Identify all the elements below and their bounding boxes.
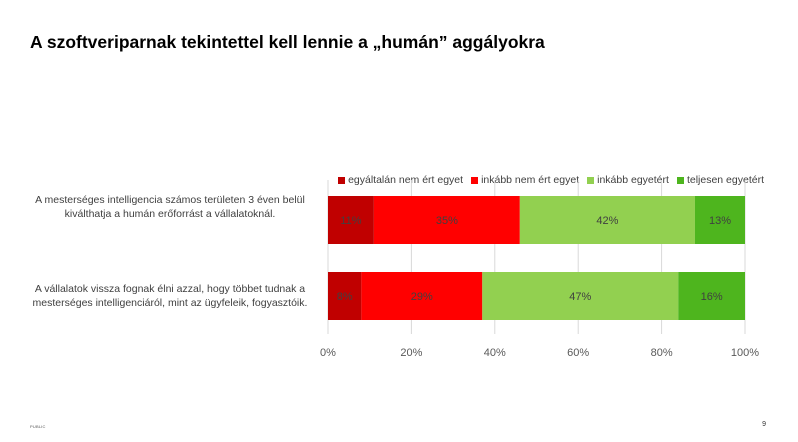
legend-item: inkább nem ért egyet <box>471 174 579 186</box>
legend-swatch <box>587 176 595 184</box>
bar-segment <box>519 196 695 244</box>
data-label: 42% <box>596 215 618 227</box>
bar-segment <box>678 272 745 320</box>
data-label: 29% <box>411 291 433 303</box>
row-label-1-line-1: A mesterséges intelligencia számos terül… <box>35 194 305 206</box>
row-label-2-line-2: mesterséges intelligenciáról, mint az üg… <box>32 297 308 309</box>
row-label-2-line-1: A vállalatok vissza fognak élni azzal, h… <box>34 283 306 295</box>
row-label-1-line-2: kiválthatja a humán erőforrást a vállala… <box>64 208 276 220</box>
x-tick-label: 0% <box>320 347 336 359</box>
x-tick-label: 100% <box>731 347 759 359</box>
x-tick-label: 60% <box>567 347 589 359</box>
data-label: 35% <box>436 215 458 227</box>
legend-label: inkább nem ért egyet <box>481 174 580 186</box>
chart-legend: egyáltalán nem ért egyet inkább nem ért e… <box>318 174 764 186</box>
legend-item: inkább egyetért <box>587 174 669 186</box>
legend-swatch <box>676 176 684 184</box>
x-tick-label: 20% <box>400 347 422 359</box>
bar-segment <box>361 272 483 320</box>
x-tick-label: 40% <box>484 347 506 359</box>
data-label: 8% <box>337 291 353 303</box>
row-label-2: A vállalatok vissza fognak élni azzal, h… <box>20 282 320 310</box>
classification-label: PUBLIC <box>30 424 46 429</box>
data-label: 11% <box>340 215 361 227</box>
bar-segment <box>373 196 520 244</box>
data-label: 47% <box>569 291 591 303</box>
bar-segment <box>328 272 362 320</box>
bar-segment <box>482 272 679 320</box>
bar-segment <box>328 196 374 244</box>
x-tick-label: 80% <box>651 347 673 359</box>
legend-item: teljesen egyetért <box>676 174 764 186</box>
legend-label: teljesen egyetért <box>686 174 764 186</box>
legend-swatch <box>471 176 479 184</box>
legend-label: egyáltalán nem ért egyet <box>348 174 464 186</box>
data-label: 13% <box>709 215 731 227</box>
bar-segment <box>694 196 745 244</box>
legend-label: inkább egyetért <box>597 174 669 186</box>
slide-title: A szoftveriparnak tekintettel kell lenni… <box>30 32 545 52</box>
legend-swatch <box>338 176 346 184</box>
page-number: 9 <box>762 421 766 428</box>
row-label-1: A mesterséges intelligencia számos terül… <box>20 193 320 221</box>
legend-item: egyáltalán nem ért egyet <box>338 174 463 186</box>
data-label: 16% <box>701 291 723 303</box>
